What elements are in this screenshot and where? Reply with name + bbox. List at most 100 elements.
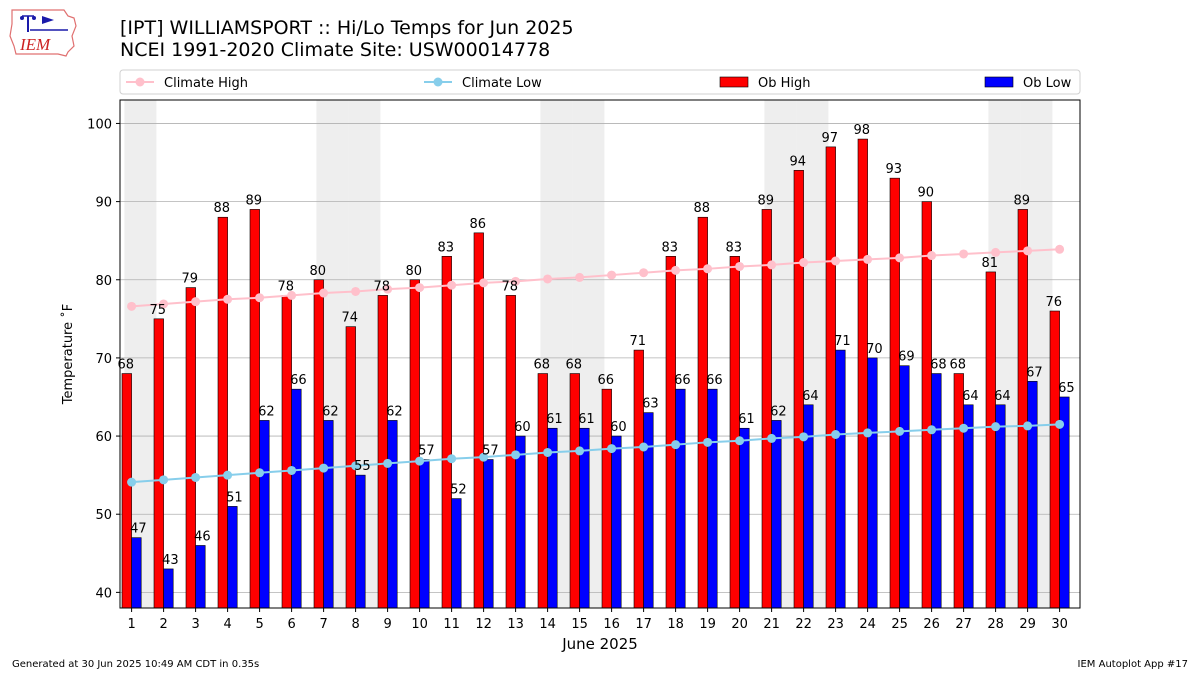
ob-low-label: 57: [482, 444, 499, 459]
ob-high-bar: [665, 256, 676, 609]
ob-low-bar: [963, 404, 974, 609]
ob-high-label: 68: [118, 358, 135, 373]
climate-high-point: [575, 272, 585, 282]
ob-high-bar: [569, 373, 580, 609]
climate-low-point: [543, 447, 553, 457]
ob-low-bar: [291, 388, 302, 609]
x-tick-label: 19: [699, 617, 716, 632]
x-tick-label: 27: [955, 617, 972, 632]
climate-low-point: [479, 452, 489, 462]
x-tick-label: 4: [223, 617, 231, 632]
ob-low-label: 61: [546, 412, 563, 427]
climate-high-point: [607, 270, 617, 280]
climate-low-point: [351, 461, 361, 471]
ob-low-bar: [227, 506, 238, 609]
legend-climate-low-marker: [433, 77, 443, 87]
ob-low-bar: [707, 388, 718, 609]
ob-low-label: 46: [194, 529, 211, 544]
climate-high-point: [767, 260, 777, 270]
legend: Climate High Climate Low Ob High Ob Low: [119, 69, 1081, 95]
climate-low-point: [959, 423, 969, 433]
climate-low-line: [131, 423, 1060, 484]
climate-high-point: [927, 251, 937, 261]
ob-low-bar: [419, 459, 430, 609]
x-axis: 1 2 3 4 5 6 7 8 9 10 11 12 13 14 15 16 17 18 19 20 21 22 23 24 2…: [127, 608, 1068, 632]
climate-low-point: [287, 465, 297, 475]
ob-high-bar: [313, 279, 324, 609]
climate-low-point: [383, 458, 393, 468]
ob-high-label: 78: [374, 279, 391, 294]
logo-text: IEM: [19, 35, 51, 54]
ob-low-label: 52: [450, 483, 467, 498]
ob-low-bar: [771, 420, 782, 609]
ob-high-label: 86: [470, 217, 487, 232]
climate-high-point: [799, 258, 809, 268]
ob-high-label: 68: [950, 358, 967, 373]
ob-low-label: 64: [962, 389, 979, 404]
ob-low-label: 71: [834, 334, 851, 349]
climate-high-point: [511, 276, 521, 286]
climate-high-point: [191, 297, 201, 307]
ob-low-label: 63: [642, 397, 659, 412]
x-tick-label: 11: [443, 617, 460, 632]
ob-low-bar: [1059, 396, 1070, 609]
x-tick-label: 28: [987, 617, 1004, 632]
climate-high-point: [223, 294, 233, 304]
legend-ob-low-swatch: [984, 76, 1014, 88]
climate-high-point: [639, 268, 649, 278]
ob-high-label: 66: [598, 373, 615, 388]
climate-high-point: [895, 253, 905, 263]
ob-high-label: 78: [278, 279, 295, 294]
ob-high-bar: [729, 256, 740, 609]
legend-climate-low-label: Climate Low: [462, 76, 542, 91]
ob-high-bar: [857, 138, 868, 609]
x-tick-label: 7: [319, 617, 327, 632]
ob-low-bar: [1027, 381, 1038, 609]
climate-low-point: [447, 454, 457, 464]
y-tick-label: 100: [87, 117, 112, 132]
ob-high-bar: [121, 373, 132, 609]
climate-low-point: [895, 426, 905, 436]
ob-low-bar: [643, 412, 654, 609]
legend-ob-high-label: Ob High: [758, 76, 811, 91]
ob-low-label: 60: [514, 420, 531, 435]
y-tick-label: 90: [95, 196, 112, 211]
climate-low-point: [863, 428, 873, 438]
ob-high-label: 83: [662, 240, 679, 255]
iem-logo: IEM: [9, 9, 77, 57]
climate-high-point: [447, 280, 457, 290]
climate-low-point: [703, 437, 713, 447]
x-tick-label: 24: [859, 617, 876, 632]
y-tick-label: 80: [95, 274, 112, 289]
climate-low-point: [991, 422, 1001, 432]
ob-high-label: 93: [886, 162, 903, 177]
x-tick-label: 17: [635, 617, 652, 632]
ob-high-label: 90: [918, 186, 935, 201]
legend-ob-low-label: Ob Low: [1023, 76, 1072, 91]
ob-high-label: 88: [214, 201, 231, 216]
ob-low-label: 60: [610, 420, 627, 435]
climate-low-point: [511, 450, 521, 460]
x-tick-label: 3: [191, 617, 199, 632]
climate-high-point: [735, 261, 745, 271]
climate-high-point: [255, 293, 265, 303]
ob-low-bar: [611, 435, 622, 609]
ob-low-bar: [675, 388, 686, 609]
x-tick-label: 9: [383, 617, 391, 632]
climate-high-point: [863, 254, 873, 264]
climate-lines: [127, 244, 1065, 487]
climate-low-point: [1023, 421, 1033, 431]
ob-high-bar: [185, 287, 196, 609]
ob-low-bar: [195, 545, 206, 609]
climate-low-point: [927, 425, 937, 435]
climate-low-point: [799, 432, 809, 442]
x-tick-label: 22: [795, 617, 812, 632]
climate-high-line: [131, 248, 1060, 308]
ob-low-label: 66: [706, 373, 723, 388]
ob-high-label: 68: [566, 358, 583, 373]
ob-high-label: 83: [726, 240, 743, 255]
climate-low-point: [255, 468, 265, 478]
ob-low-bar: [163, 568, 174, 609]
ob-high-bar: [1017, 209, 1028, 609]
y-tick-label: 40: [95, 586, 112, 601]
